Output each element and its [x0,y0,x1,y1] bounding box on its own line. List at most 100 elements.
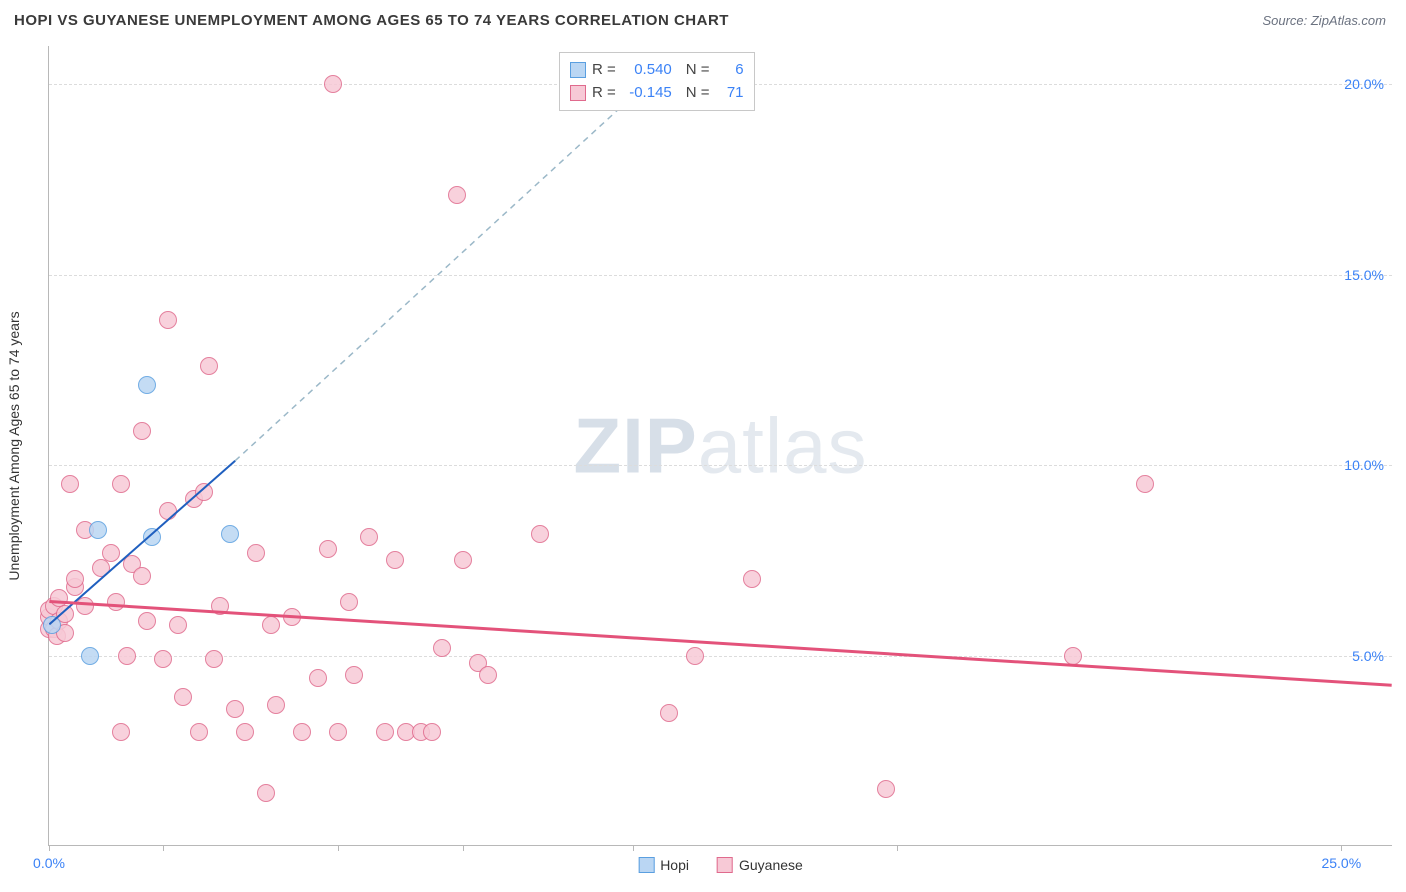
legend-swatch [570,85,586,101]
stat-n-value: 71 [716,82,744,105]
data-point [112,723,130,741]
data-point [92,559,110,577]
legend-swatch [570,62,586,78]
y-tick-label: 20.0% [1344,76,1384,92]
stat-n-label: N = [686,59,710,82]
data-point [293,723,311,741]
data-point [138,612,156,630]
source-text: ZipAtlas.com [1311,13,1386,28]
data-point [159,311,177,329]
data-point [376,723,394,741]
data-point [138,376,156,394]
stat-r-label: R = [592,59,616,82]
data-point [1136,475,1154,493]
data-point [154,650,172,668]
data-point [267,696,285,714]
data-point [169,616,187,634]
data-point [1064,647,1082,665]
data-point [200,357,218,375]
data-point [211,597,229,615]
stat-n-value: 6 [716,59,744,82]
legend-swatch [717,857,733,873]
y-tick-label: 10.0% [1344,457,1384,473]
data-point [81,647,99,665]
data-point [877,780,895,798]
data-point [324,75,342,93]
source-prefix: Source: [1262,13,1310,28]
watermark-light: atlas [698,401,868,489]
data-point [133,567,151,585]
series-legend: Hopi Guyanese [638,857,803,873]
y-tick-label: 15.0% [1344,267,1384,283]
data-point [190,723,208,741]
data-point [133,422,151,440]
stat-r-value: -0.145 [622,82,672,105]
x-tick [897,845,898,851]
y-tick-label: 5.0% [1352,648,1384,664]
legend-label: Guyanese [739,857,803,873]
legend-item: Guyanese [717,857,803,873]
chart-title: HOPI VS GUYANESE UNEMPLOYMENT AMONG AGES… [14,12,729,29]
trend-line [49,601,1391,685]
stats-legend-box: R = 0.540 N = 6 R = -0.145 N = 71 [559,52,755,111]
data-point [236,723,254,741]
data-point [221,525,239,543]
data-point [66,570,84,588]
trend-line-extrapolated [235,54,679,461]
data-point [112,475,130,493]
x-tick [163,845,164,851]
data-point [448,186,466,204]
data-point [247,544,265,562]
stats-row: R = -0.145 N = 71 [570,82,744,105]
x-tick [463,845,464,851]
data-point [118,647,136,665]
data-point [102,544,120,562]
data-point [329,723,347,741]
x-tick [338,845,339,851]
x-tick [49,845,50,851]
watermark-bold: ZIP [573,401,697,489]
stat-n-label: N = [686,82,710,105]
stats-row: R = 0.540 N = 6 [570,59,744,82]
data-point [309,669,327,687]
legend-swatch [638,857,654,873]
x-tick [633,845,634,851]
stat-r-label: R = [592,82,616,105]
x-tick-label: 0.0% [33,855,65,871]
data-point [360,528,378,546]
data-point [423,723,441,741]
data-point [660,704,678,722]
data-point [257,784,275,802]
data-point [226,700,244,718]
data-point [386,551,404,569]
data-point [107,593,125,611]
data-point [531,525,549,543]
data-point [479,666,497,684]
data-point [61,475,79,493]
x-tick-label: 25.0% [1321,855,1361,871]
y-axis-label: Unemployment Among Ages 65 to 74 years [6,311,22,580]
x-tick [1341,845,1342,851]
data-point [283,608,301,626]
legend-label: Hopi [660,857,689,873]
data-point [195,483,213,501]
stat-r-value: 0.540 [622,59,672,82]
data-point [262,616,280,634]
data-point [319,540,337,558]
data-point [43,616,61,634]
data-point [174,688,192,706]
legend-item: Hopi [638,857,689,873]
data-point [143,528,161,546]
data-point [76,597,94,615]
data-point [454,551,472,569]
gridline [49,656,1392,657]
watermark: ZIPatlas [573,400,867,491]
data-point [89,521,107,539]
source-attribution: Source: ZipAtlas.com [1262,12,1386,30]
gridline [49,465,1392,466]
data-point [340,593,358,611]
data-point [205,650,223,668]
data-point [159,502,177,520]
data-point [743,570,761,588]
gridline [49,275,1392,276]
